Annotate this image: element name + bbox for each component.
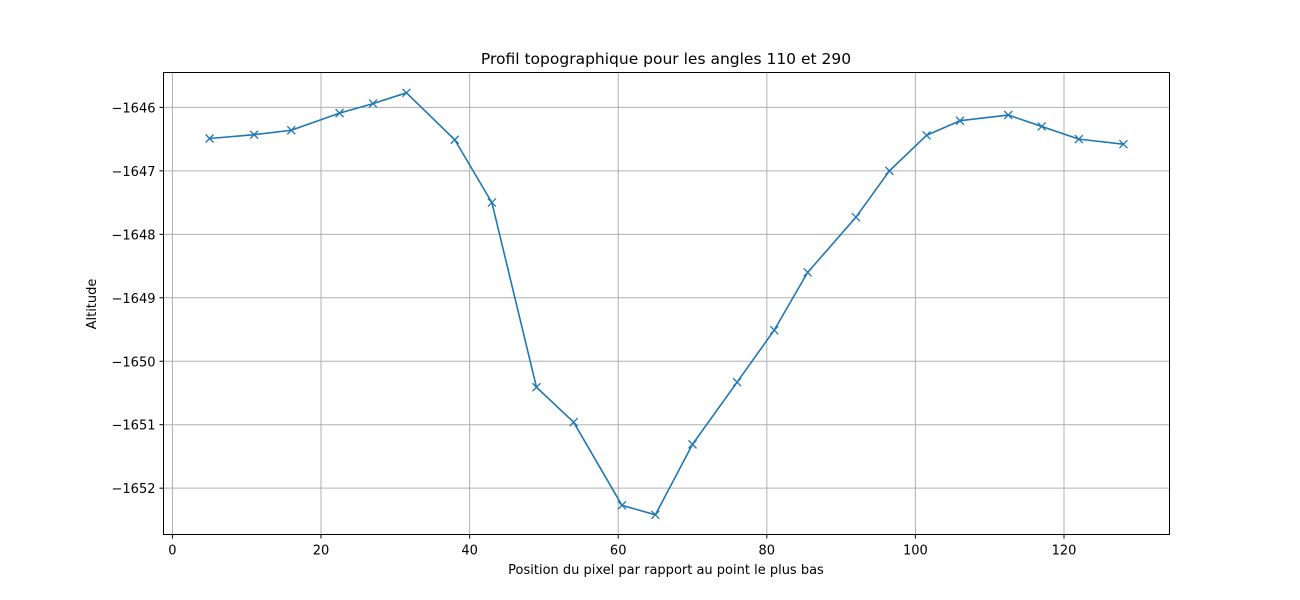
data-point-marker bbox=[1003, 110, 1013, 120]
y-tick-label: −1647 bbox=[112, 165, 156, 180]
series-layer bbox=[205, 88, 1128, 520]
series-line bbox=[209, 92, 1124, 516]
ticks: 0 20 40 60 80 100 120 −1652 −1651 −1650 −1649 −1648… bbox=[112, 101, 1077, 558]
data-point-marker bbox=[650, 510, 660, 520]
x-tick-label: 0 bbox=[168, 544, 176, 559]
data-point-marker bbox=[205, 134, 215, 143]
data-point-marker bbox=[688, 439, 697, 449]
data-point-marker bbox=[569, 417, 579, 427]
data-point-marker bbox=[532, 382, 541, 392]
data-point-marker bbox=[249, 130, 259, 140]
data-point-marker bbox=[487, 198, 497, 208]
data-point-marker bbox=[955, 116, 965, 126]
x-tick-label: 20 bbox=[313, 544, 330, 559]
y-tick-label: −1649 bbox=[112, 292, 156, 307]
x-tick-label: 80 bbox=[759, 544, 776, 559]
data-point-marker bbox=[617, 500, 627, 510]
data-point-marker bbox=[732, 377, 742, 387]
data-point-marker bbox=[1118, 139, 1128, 149]
data-point-marker bbox=[335, 108, 345, 118]
x-axis-label: Position du pixel par rapport au point l… bbox=[508, 563, 824, 578]
x-tick-label: 60 bbox=[610, 544, 627, 559]
data-point-marker bbox=[803, 267, 813, 277]
y-tick-label: −1648 bbox=[112, 228, 156, 243]
y-tick-label: −1646 bbox=[112, 101, 156, 116]
x-tick-label: 40 bbox=[461, 544, 478, 559]
x-tick-label: 100 bbox=[903, 544, 928, 559]
data-point-marker bbox=[922, 130, 932, 140]
y-tick-label: −1650 bbox=[112, 355, 156, 370]
y-axis-label: Altitude bbox=[85, 279, 100, 330]
data-point-marker bbox=[851, 212, 861, 222]
data-point-marker bbox=[1037, 121, 1047, 131]
data-point-marker bbox=[769, 325, 779, 335]
data-point-marker bbox=[368, 99, 378, 109]
y-tick-label: −1651 bbox=[112, 419, 156, 434]
data-point-marker bbox=[286, 125, 296, 135]
chart-title: Profil topographique pour les angles 110… bbox=[481, 50, 851, 68]
data-point-marker bbox=[1074, 134, 1084, 144]
grid bbox=[163, 72, 1170, 535]
data-point-marker bbox=[884, 166, 894, 176]
data-point-marker bbox=[401, 88, 411, 98]
data-point-marker bbox=[450, 135, 460, 145]
x-tick-label: 120 bbox=[1052, 544, 1077, 559]
plot-frame bbox=[163, 72, 1170, 535]
y-tick-label: −1652 bbox=[112, 482, 156, 497]
